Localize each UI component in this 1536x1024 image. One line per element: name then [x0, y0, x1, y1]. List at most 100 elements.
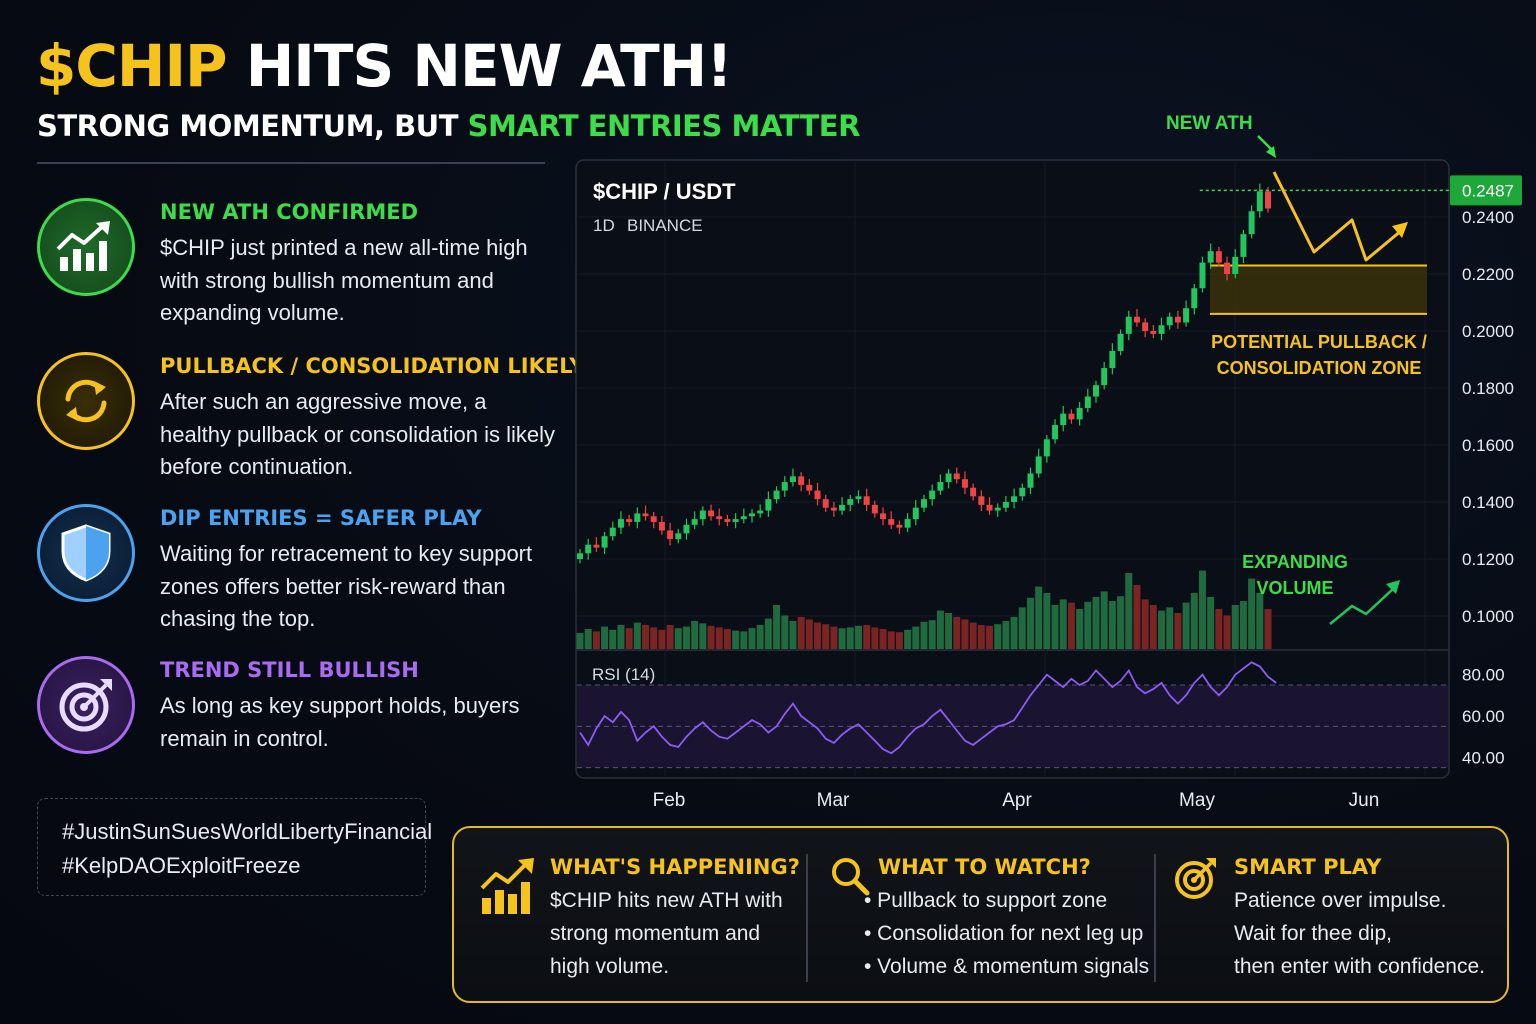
volume-bar — [699, 623, 707, 649]
volume-bar — [773, 605, 781, 649]
volume-bar — [1067, 602, 1075, 649]
volume-bar — [764, 618, 772, 649]
volume-bar — [953, 617, 961, 649]
month-tick-label: Jun — [1349, 790, 1380, 811]
volume-bar — [707, 625, 715, 649]
volume-bar — [1166, 607, 1174, 649]
feature-dip-entries: DIP ENTRIES = SAFER PLAY Waiting for ret… — [37, 504, 557, 644]
volume-bar — [814, 622, 822, 649]
candle-body — [1035, 456, 1042, 474]
play-column: SMART PLAY Patience over impulse. Wait f… — [1234, 850, 1485, 983]
candle-body — [601, 536, 608, 548]
candle-body — [1068, 413, 1075, 420]
volume-bar — [1133, 585, 1141, 649]
candle-body — [617, 519, 624, 528]
volume-bar — [805, 619, 813, 649]
candle-body — [1093, 385, 1099, 397]
month-tick-label: Feb — [653, 790, 686, 811]
candle-body — [986, 504, 993, 511]
candle-body — [1265, 191, 1271, 209]
month-tick-label: May — [1179, 790, 1215, 811]
volume-bar — [887, 631, 895, 649]
candle-body — [1191, 288, 1198, 309]
candle-body — [642, 513, 649, 517]
candle-body — [912, 507, 919, 520]
zone-label: POTENTIAL PULLBACK / — [1211, 332, 1427, 352]
volume-bar — [682, 626, 690, 649]
candle-body — [1084, 396, 1091, 408]
candle-body — [880, 513, 887, 520]
price-tick-label: 0.2000 — [1462, 322, 1514, 341]
candle-body — [650, 516, 657, 522]
price-tick-label: 0.1200 — [1462, 550, 1514, 569]
feature-title: PULLBACK / CONSOLIDATION LIKELY — [160, 354, 585, 378]
chart-annotations: NEW ATH POTENTIAL PULLBACK / CONSOLIDATION… — [1166, 113, 1427, 625]
candle-body — [896, 524, 903, 528]
subheadline-white: STRONG MOMENTUM, BUT — [37, 109, 468, 143]
headline-ticker: $CHIP — [36, 32, 228, 100]
volume-bar — [895, 632, 903, 649]
volume-bar — [936, 610, 944, 649]
candle-body — [847, 499, 854, 505]
candle-body — [740, 516, 747, 520]
projected-path-arrow — [1392, 222, 1408, 238]
candle-body — [904, 519, 911, 528]
volume-bar — [1100, 591, 1108, 649]
candle-body — [1183, 308, 1190, 323]
candle-body — [1052, 425, 1059, 440]
price-tick-label: 0.1800 — [1462, 379, 1514, 398]
chart-pair: $CHIP / USDT — [593, 179, 736, 204]
play-line: then enter with confidence. — [1234, 955, 1485, 978]
volume-bar — [1174, 613, 1182, 649]
volume-bar — [1207, 597, 1215, 649]
volume-bar — [1076, 609, 1084, 649]
volume-bar — [871, 627, 879, 649]
volume-bar — [601, 626, 609, 649]
hashtag[interactable]: #JustinSunSuesWorldLibertyFinancial — [62, 819, 433, 844]
candle-body — [1027, 473, 1034, 488]
trending-up-bars-icon — [37, 198, 135, 296]
subheadline: STRONG MOMENTUM, BUT SMART ENTRIES MATTE… — [37, 106, 860, 146]
price-tick-label: 0.1600 — [1462, 436, 1514, 455]
price-tick-label: 0.2400 — [1462, 208, 1514, 227]
volume-bar — [1010, 617, 1018, 649]
chart-grid — [577, 162, 1448, 776]
search-icon — [830, 856, 870, 901]
candle-body — [871, 504, 878, 514]
candle-body — [855, 496, 862, 500]
feature-title: NEW ATH CONFIRMED — [160, 200, 419, 224]
volume-bar — [576, 633, 584, 649]
month-tick-label: Apr — [1002, 790, 1032, 811]
volume-bar — [584, 629, 592, 649]
price-chart: 80.00 60.00 40.00 0.2400 0.2200 0.2000 0.1800… — [560, 100, 1536, 820]
volume-bar — [1059, 599, 1067, 649]
candle-body — [1109, 350, 1116, 369]
volume-bar — [1182, 602, 1190, 649]
ath-arrow-head — [1266, 146, 1276, 158]
volume-bar — [879, 629, 887, 649]
rsi-tick-label: 60.00 — [1462, 707, 1505, 726]
feature-body: $CHIP just printed a new all-time high w… — [160, 235, 528, 325]
volume-bar — [642, 625, 650, 649]
volume-bar — [822, 624, 830, 649]
growth-chart-icon — [480, 858, 536, 921]
candle-body — [683, 524, 690, 534]
feature-body: As long as key support holds, buyers rem… — [160, 693, 520, 751]
candle-body — [577, 553, 583, 559]
candle-body — [1256, 191, 1263, 212]
projected-path — [1272, 171, 1403, 262]
candle-body — [634, 513, 641, 522]
volume-bar — [617, 625, 625, 649]
ath-annotation: NEW ATH — [1166, 113, 1253, 134]
volume-bar — [945, 613, 953, 649]
candle-body — [1076, 407, 1083, 420]
volume-bar — [789, 621, 797, 649]
candle-body — [978, 496, 985, 505]
play-line: Patience over impulse. — [1234, 889, 1447, 912]
volume-bar — [674, 628, 682, 649]
feature-title: DIP ENTRIES = SAFER PLAY — [160, 506, 482, 530]
volume-bar — [830, 626, 838, 649]
volume-bar — [1092, 597, 1100, 649]
hashtag[interactable]: #KelpDAOExploitFreeze — [62, 853, 301, 878]
feature-ath-confirmed: NEW ATH CONFIRMED $CHIP just printed a n… — [37, 198, 557, 338]
